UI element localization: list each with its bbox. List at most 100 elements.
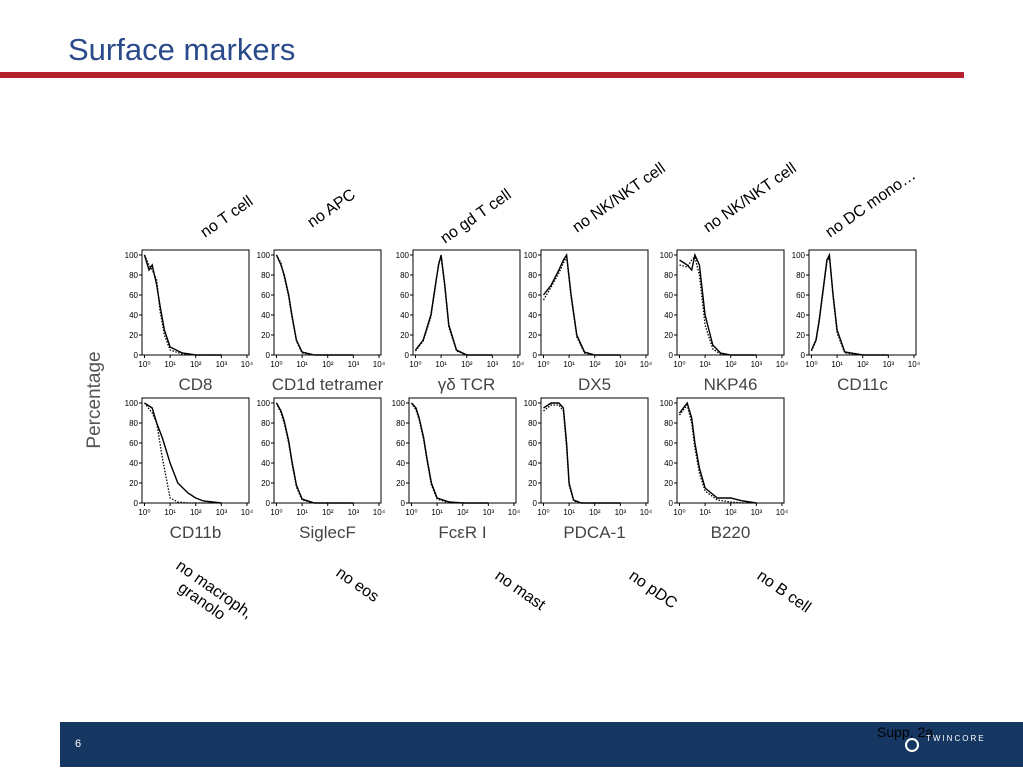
x-tick-label: 10⁴ — [508, 508, 521, 517]
y-tick-label: 40 — [400, 311, 409, 320]
x-tick-label: 10¹ — [296, 360, 308, 369]
annotation: no APC — [305, 186, 359, 231]
y-tick-label: 60 — [664, 439, 673, 448]
histogram-panel: 0 20 40 60 80 100 10⁰ 10¹ 10² 10³ 10⁴ CD8 — [125, 249, 254, 394]
y-tick-label: 80 — [261, 271, 270, 280]
plot-frame — [141, 397, 250, 504]
y-tick-label: 20 — [664, 331, 673, 340]
x-axis-label: DX5 — [578, 375, 611, 394]
y-tick-label: 40 — [129, 459, 138, 468]
y-tick-label: 0 — [533, 351, 538, 360]
y-tick-label: 20 — [664, 479, 673, 488]
histogram-line — [542, 254, 621, 356]
y-tick-label: 40 — [796, 311, 805, 320]
x-axis-label: CD1d tetramer — [272, 375, 384, 394]
y-tick-label: 20 — [796, 331, 805, 340]
x-axis-label: CD11c — [837, 375, 888, 394]
x-axis-label: CD8 — [178, 375, 212, 394]
y-tick-label: 80 — [528, 419, 537, 428]
x-tick-label: 10² — [857, 360, 869, 369]
histogram-line — [810, 254, 889, 356]
annotation: no gd T cell — [438, 186, 515, 247]
annotation: no B cell — [754, 567, 814, 616]
x-tick-label: 10⁴ — [908, 360, 921, 369]
x-tick-label: 10³ — [751, 508, 763, 517]
y-tick-label: 60 — [528, 291, 537, 300]
x-tick-label: 10⁰ — [138, 360, 150, 369]
x-tick-label: 10¹ — [435, 360, 447, 369]
y-tick-label: 20 — [528, 479, 537, 488]
x-tick-label: 10² — [461, 360, 473, 369]
x-tick-label: 10⁴ — [373, 360, 386, 369]
y-tick-label: 80 — [528, 271, 537, 280]
histogram-panel: 0 20 40 60 80 100 10⁰ 10¹ 10² 10³ 10⁴ NKP46 — [660, 249, 789, 394]
x-axis-label: γδ TCR — [438, 375, 496, 394]
y-tick-label: 0 — [266, 499, 271, 508]
x-tick-label: 10³ — [216, 508, 228, 517]
y-tick-label: 20 — [261, 479, 270, 488]
histogram-line — [143, 254, 222, 356]
x-tick-label: 10³ — [615, 360, 627, 369]
y-tick-label: 40 — [664, 311, 673, 320]
plot-frame — [412, 249, 521, 356]
x-tick-label: 10¹ — [831, 360, 843, 369]
annotation: no NK/NKT cell — [701, 160, 800, 236]
histogram-line — [679, 255, 757, 356]
x-tick-label: 10³ — [483, 508, 495, 517]
plot-frame — [540, 249, 649, 356]
y-tick-label: 60 — [796, 291, 805, 300]
x-tick-label: 10⁰ — [138, 508, 150, 517]
histogram-panel: 0 20 40 60 80 100 10⁰ 10¹ 10² 10³ 10⁴ PDCA-1 — [524, 397, 653, 542]
histogram-panel: 0 20 40 60 80 100 10⁰ 10¹ 10² 10³ 10⁴ FcεR I — [392, 397, 521, 542]
y-tick-label: 40 — [261, 459, 270, 468]
x-tick-label: 10⁴ — [241, 360, 254, 369]
annotation: no eos — [333, 564, 382, 605]
x-tick-label: 10⁴ — [512, 360, 525, 369]
y-tick-label: 40 — [528, 311, 537, 320]
x-tick-label: 10⁰ — [673, 360, 685, 369]
histogram-line — [410, 402, 489, 504]
y-tick-label: 80 — [796, 271, 805, 280]
x-tick-label: 10² — [322, 508, 334, 517]
x-tick-label: 10² — [322, 360, 334, 369]
x-tick-label: 10⁰ — [409, 360, 421, 369]
y-tick-label: 60 — [261, 291, 270, 300]
x-tick-label: 10³ — [216, 360, 228, 369]
footer-note: Supp. 2a — [877, 724, 933, 740]
annotation: no DC mono… — [823, 167, 919, 242]
histogram-panel: 0 20 40 60 80 100 10⁰ 10¹ 10² 10³ 10⁴ DX5 — [524, 249, 653, 394]
x-tick-label: 10⁴ — [373, 508, 386, 517]
y-tick-label: 100 — [125, 399, 139, 408]
plot-frame — [141, 249, 250, 356]
histogram-panel: 0 20 40 60 80 100 10⁰ 10¹ 10² 10³ 10⁴ SiglecF — [257, 397, 386, 542]
y-tick-label: 20 — [528, 331, 537, 340]
y-tick-label: 80 — [664, 419, 673, 428]
histogram-line — [275, 402, 354, 504]
x-tick-label: 10⁰ — [405, 508, 417, 517]
histogram-line — [810, 252, 889, 356]
histogram-panel: 0 20 40 60 80 100 10⁰ 10¹ 10² 10³ 10⁴ CD11c — [792, 249, 921, 394]
y-tick-label: 80 — [396, 419, 405, 428]
histogram-line — [542, 252, 621, 356]
histogram-line — [678, 403, 757, 504]
y-tick-label: 0 — [405, 351, 410, 360]
y-tick-label: 100 — [660, 399, 674, 408]
x-axis-label: CD11b — [170, 523, 222, 542]
histogram-panel: 0 20 40 60 80 100 10⁰ 10¹ 10² 10³ 10⁴ CD11b — [125, 397, 254, 542]
y-tick-label: 0 — [669, 499, 674, 508]
annotation: no NK/NKT cell — [570, 160, 669, 236]
x-tick-label: 10¹ — [431, 508, 443, 517]
histogram-line — [679, 252, 757, 356]
y-tick-label: 0 — [801, 351, 806, 360]
x-tick-label: 10⁴ — [241, 508, 254, 517]
x-tick-label: 10³ — [615, 508, 627, 517]
x-tick-label: 10³ — [348, 360, 360, 369]
y-tick-label: 80 — [664, 271, 673, 280]
y-tick-label: 20 — [129, 331, 138, 340]
x-tick-label: 10¹ — [563, 508, 575, 517]
page-number: 6 — [75, 738, 81, 750]
y-tick-label: 60 — [396, 439, 405, 448]
y-tick-label: 40 — [261, 311, 270, 320]
histogram-line — [414, 254, 493, 356]
